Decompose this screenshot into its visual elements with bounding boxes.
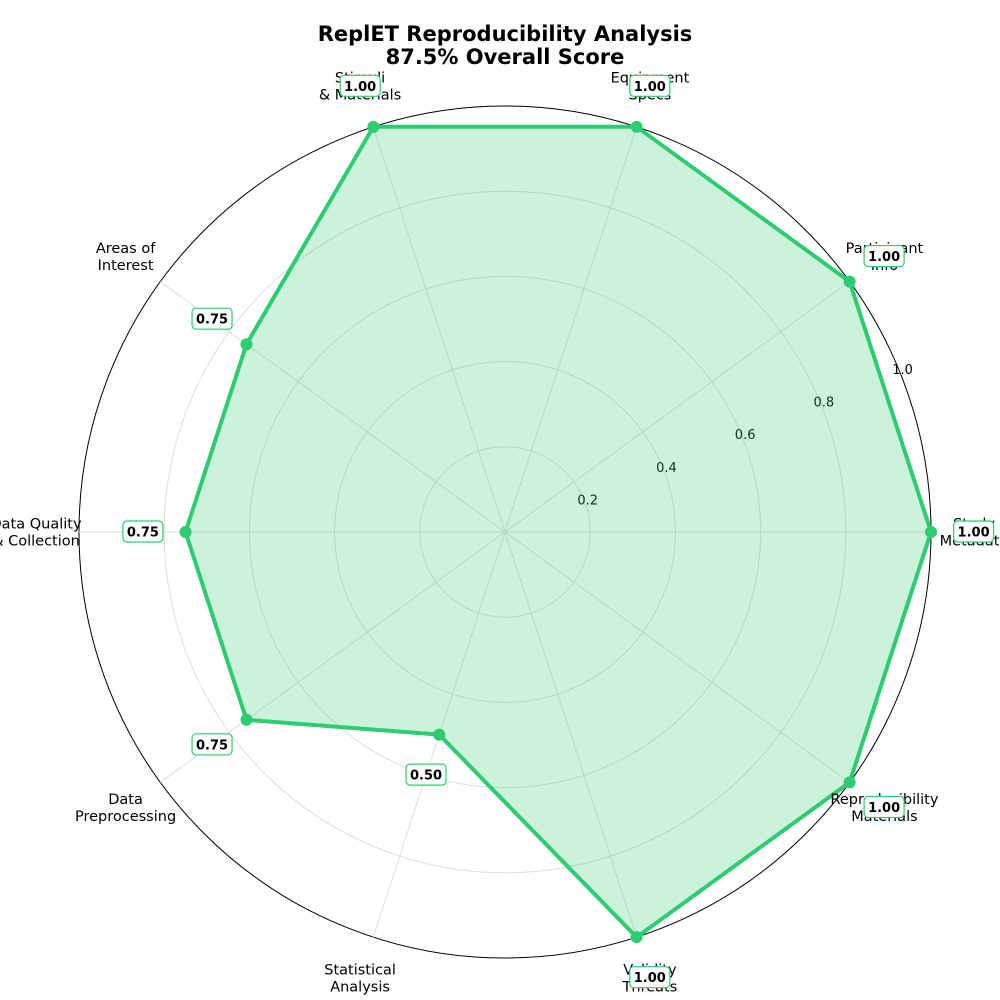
chart-title: ReplET Reproducibility Analysis (318, 22, 693, 46)
category-label: Areas of Interest (96, 241, 156, 274)
radial-tick-label: 0.4 (656, 461, 677, 476)
radial-tick-label: 0.6 (735, 428, 756, 443)
value-label-text: 0.75 (196, 313, 228, 328)
grid-spoke (504, 126, 638, 533)
value-label-text: 1.00 (958, 526, 990, 541)
data-point (630, 120, 643, 133)
value-label: 1.00 (863, 244, 905, 268)
radial-tick-label: 0.8 (814, 396, 835, 411)
value-label-text: 1.00 (634, 971, 666, 986)
data-point (925, 526, 937, 538)
data-point (179, 526, 192, 538)
grid-spoke (372, 126, 506, 533)
value-label-box (863, 244, 905, 268)
value-label-text: 1.00 (868, 250, 900, 265)
series-layer (179, 120, 937, 944)
value-label-box (191, 307, 233, 330)
value-label-text: 0.75 (196, 738, 228, 753)
value-label-text: 0.50 (410, 769, 442, 784)
data-point (433, 728, 446, 741)
value-label-box (339, 74, 381, 97)
value-label-box (122, 520, 164, 543)
value-label: 1.00 (629, 966, 671, 989)
chart-subtitle: 87.5% Overall Score (386, 45, 625, 69)
value-label-text: 0.75 (127, 526, 159, 541)
label-layer: StudyMetadataParticipantInfoEquipmentSpe… (0, 70, 1000, 995)
category-label: Data Preprocessing (75, 792, 176, 825)
data-point (843, 776, 856, 789)
grid-spoke (504, 531, 850, 783)
data-point (240, 713, 253, 726)
grid-spoke (504, 531, 638, 938)
series-fill (185, 126, 931, 938)
value-label: 0.75 (122, 520, 164, 543)
data-point (367, 120, 380, 133)
value-label-text: 1.00 (868, 801, 900, 816)
value-label: 1.00 (629, 74, 671, 97)
value-label: 1.00 (863, 795, 905, 819)
grid-spoke (504, 281, 850, 533)
value-label: 0.75 (191, 733, 233, 756)
category-label: Data Quality& Collection (0, 517, 82, 550)
value-label: 0.75 (191, 307, 233, 330)
value-label-box (952, 520, 995, 543)
data-point (240, 338, 253, 351)
value-label: 1.00 (952, 520, 995, 543)
category-label: Statistical Analysis (324, 963, 396, 996)
radial-tick-label: 1.0 (892, 363, 913, 378)
value-label-text: 1.00 (634, 80, 666, 95)
data-point (843, 275, 856, 288)
value-label-text: 1.00 (344, 80, 376, 95)
value-label-box (405, 763, 447, 786)
value-label-box (629, 74, 671, 97)
value-label: 0.50 (405, 763, 447, 786)
data-point (630, 931, 643, 944)
value-label-box (863, 795, 905, 819)
radial-tick-label: 0.2 (577, 493, 598, 508)
value-label-box (191, 733, 233, 756)
value-label: 1.00 (339, 74, 381, 97)
value-label-box (629, 966, 671, 989)
